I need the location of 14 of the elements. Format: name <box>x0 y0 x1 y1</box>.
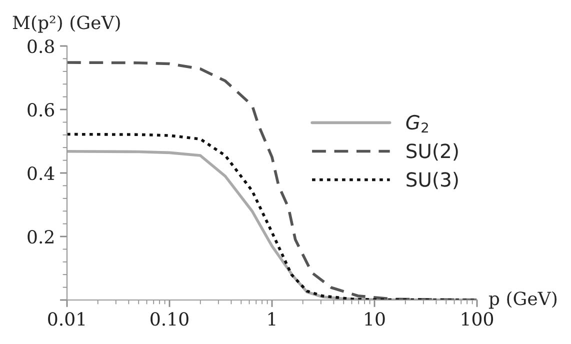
y-tick-label: 0.6 <box>28 102 54 117</box>
x-tick-label: 0.10 <box>150 312 188 326</box>
x-axis-title: p (GeV) <box>488 291 557 309</box>
y-axis-title: M(p²) (GeV) <box>12 15 120 33</box>
legend-label: G$_{2}$ <box>406 114 428 133</box>
legend-label: SU(3) <box>406 172 458 190</box>
y-tick-label: 0.4 <box>28 166 54 180</box>
y-tick-label: 0.2 <box>28 230 54 244</box>
x-tick-label: 10 <box>365 312 385 326</box>
y-tick-label: 0.8 <box>28 39 54 54</box>
x-tick-label: 1 <box>268 312 276 326</box>
x-tick-label: 0.01 <box>48 312 85 326</box>
legend-label: SU(2) <box>406 143 458 161</box>
x-tick-label: 100 <box>462 312 494 326</box>
